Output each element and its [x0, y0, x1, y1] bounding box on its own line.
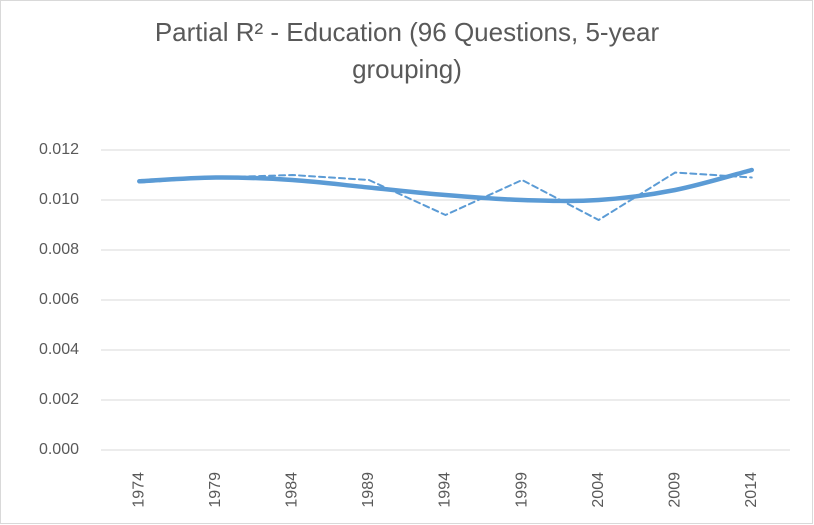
x-tick-label: 2009: [666, 472, 683, 508]
x-tick-label: 1994: [437, 472, 454, 508]
x-tick-label: 1984: [284, 472, 301, 508]
y-tick-label: 0.010: [39, 191, 79, 208]
y-tick-label: 0.008: [39, 241, 79, 258]
x-tick-label: 1974: [130, 472, 147, 508]
x-tick-label: 1989: [360, 472, 377, 508]
x-tick-label: 2004: [590, 472, 607, 508]
chart-title: Partial R² - Education (96 Questions, 5-…: [154, 17, 660, 84]
y-tick-label: 0.012: [39, 141, 79, 158]
x-tick-label: 1979: [207, 472, 224, 508]
x-tick-label: 2014: [743, 472, 760, 508]
y-tick-label: 0.002: [39, 391, 79, 408]
y-tick-label: 0.000: [39, 441, 79, 458]
y-tick-label: 0.004: [39, 341, 79, 358]
x-tick-label: 1999: [513, 472, 530, 508]
series-line: [137, 167, 754, 204]
y-tick-label: 0.006: [39, 291, 79, 308]
